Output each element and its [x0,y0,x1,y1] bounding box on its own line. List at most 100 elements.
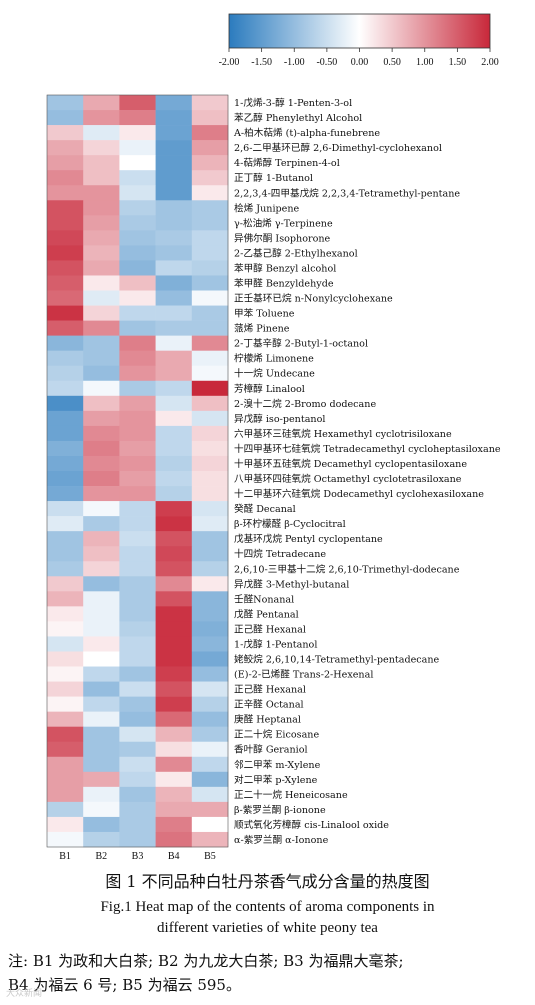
heatmap-frame [46,94,229,848]
heatmap-cell [119,696,156,712]
heatmap-cell [191,155,229,171]
row-label: 邻二甲苯 m-Xylene [234,759,321,771]
heatmap-cell [83,561,120,577]
heatmap-cell [119,576,156,592]
heatmap-cell [119,305,156,321]
heatmap-cell [155,290,193,306]
heatmap-cell [119,170,156,186]
heatmap-cell [47,486,84,502]
heatmap-cell [155,711,193,727]
heatmap-cell [83,245,120,261]
heatmap-cell [83,170,120,186]
heatmap-cell [155,801,193,818]
heatmap-cell [155,696,193,712]
heatmap-cell [119,440,156,457]
colorbar-tick-label: -1.00 [284,57,305,68]
heatmap-cell [47,801,84,818]
heatmap-cell [119,546,156,562]
row-label: 正己醛 Hexanal [234,623,306,635]
heatmap-cell [191,410,229,427]
heatmap-cell [119,125,156,141]
heatmap-cell [191,531,229,547]
row-label: 正己醛 Hexanal [234,684,306,696]
heatmap-cell [47,335,84,351]
heatmap-cell [155,305,193,321]
row-label: 苯甲醛 Benzyldehyde [234,278,334,290]
row-label: 蒎烯 Pinene [234,323,290,335]
heatmap-cell [155,230,193,246]
row-label: 十四烷 Tetradecane [234,548,326,560]
heatmap-cell [119,140,156,156]
heatmap-cell [83,380,120,397]
heatmap-cell [155,831,193,848]
heatmap-cell [119,486,156,502]
heatmap-cell [155,756,193,773]
row-label: 正丁醇 1-Butanol [234,172,313,184]
colorbar-tick-label: 2.00 [481,57,499,68]
heatmap-cell [47,606,84,622]
heatmap-cell [47,816,84,833]
heatmap-cell [83,711,120,727]
heatmap-cell [119,320,156,336]
row-label: 顺式氧化芳樟醇 cis-Linalool oxide [234,819,389,831]
heatmap-cell [155,816,193,833]
heatmap-cell [83,305,120,321]
heatmap-cell [119,591,156,607]
heatmap-cell [155,561,193,577]
heatmap-cell [119,561,156,577]
watermark: 大众新闻 [6,989,43,999]
row-label: 异戊醛 3-Methyl-butanal [234,578,349,590]
heatmap-cell [119,711,156,727]
heatmap-cell [191,380,229,397]
heatmap-cell [191,741,229,758]
heatmap-cell [191,275,229,291]
heatmap-cell [47,786,84,803]
heatmap-cell [47,831,84,848]
row-label: 壬醛Nonanal [234,593,294,605]
heatmap-cell [83,576,120,592]
heatmap-cell [119,816,156,833]
heatmap-cell [119,531,156,547]
heatmap-cell [191,771,229,788]
heatmap-cell [191,245,229,261]
heatmap-cell [83,591,120,607]
heatmap-cell [119,651,156,667]
heatmap-cell [191,696,229,712]
heatmap-cell [47,696,84,712]
heatmap-cell [83,260,120,276]
heatmap-cell [47,215,84,231]
heatmap-cell [155,516,193,532]
figure-note-line2: B4 为福云 6 号; B5 为福云 595。 [8,976,241,994]
column-labels: B1 B2 B3 B4 B5 [59,851,215,862]
heatmap-cell [47,110,84,126]
row-label: 异佛尔酮 Isophorone [234,232,331,244]
heatmap-cell [191,320,229,336]
heatmap-cell [47,425,84,442]
heatmap-cell [83,771,120,788]
row-label: 苯乙醇 Phenylethyl Alcohol [234,112,362,124]
figure-caption-en-line1: Fig.1 Heat map of the contents of aroma … [100,899,435,915]
heatmap-cell [191,365,229,382]
heatmap-cell [47,455,84,472]
column-label: B4 [168,851,180,862]
heatmap-cell [155,501,193,517]
heatmap-cell [119,516,156,532]
row-label: 正二十烷 Eicosane [234,729,319,741]
column-label: B3 [132,851,144,862]
column-label: B1 [59,851,71,862]
heatmap-cell [83,455,120,472]
heatmap-cell [119,455,156,472]
heatmap-cell [155,771,193,788]
row-label: 正二十一烷 Heneicosane [234,789,348,801]
heatmap-cell [47,666,84,682]
row-label: β-紫罗兰酮 β-ionone [234,804,326,816]
heatmap-cell [119,606,156,622]
heatmap-cell [47,290,84,306]
heatmap-cell [47,395,84,412]
heatmap-cell [47,230,84,246]
heatmap-cell [119,425,156,442]
heatmap-cell [47,260,84,276]
colorbar-tick-label: 0.50 [383,57,401,68]
heatmap-cell [191,666,229,682]
heatmap-cell [191,215,229,231]
